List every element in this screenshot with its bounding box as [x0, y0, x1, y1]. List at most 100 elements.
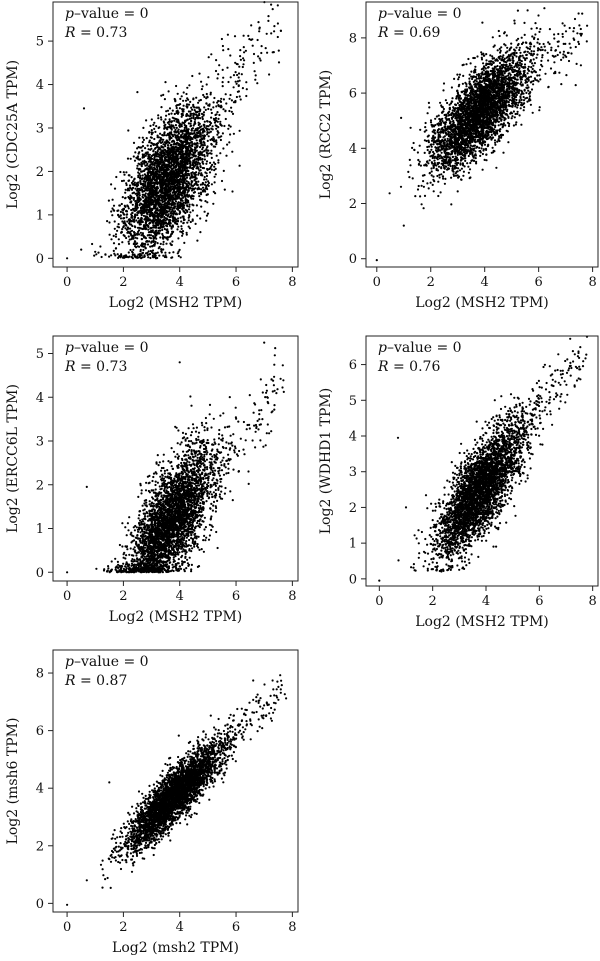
data-point [194, 182, 197, 185]
data-point [164, 123, 167, 126]
data-point [114, 235, 118, 238]
data-point [254, 74, 257, 77]
data-point [206, 201, 209, 204]
data-point [125, 210, 128, 213]
data-point [419, 195, 422, 198]
data-point [212, 101, 215, 104]
data-point [200, 143, 203, 146]
data-point [151, 249, 155, 252]
data-point [145, 187, 148, 190]
data-point [110, 254, 113, 257]
data-point [155, 207, 158, 210]
data-point [193, 191, 196, 194]
data-point [113, 227, 116, 230]
data-point [511, 115, 514, 118]
data-point [203, 175, 206, 179]
data-point [199, 217, 202, 220]
data-point [178, 212, 181, 215]
data-point [179, 202, 182, 206]
data-point [219, 138, 222, 142]
data-point [196, 239, 199, 242]
y-tick-label: 5 [36, 35, 44, 50]
data-point [276, 4, 279, 7]
data-point [239, 58, 242, 61]
data-point [196, 161, 200, 164]
data-point [175, 120, 178, 123]
data-point [515, 46, 518, 49]
data-point [173, 192, 176, 196]
data-point [196, 214, 199, 217]
data-point [132, 180, 135, 183]
data-point [175, 84, 178, 88]
data-point [143, 255, 146, 258]
data-point [151, 255, 154, 258]
data-point [139, 198, 142, 201]
data-point [215, 119, 218, 122]
data-point [277, 61, 281, 64]
data-point [200, 174, 203, 177]
data-point [177, 173, 180, 176]
data-point [188, 149, 191, 152]
data-point [122, 226, 125, 229]
data-point [148, 209, 151, 212]
data-point [175, 168, 178, 172]
data-point [169, 126, 172, 130]
data-point [234, 80, 237, 83]
data-point [181, 167, 184, 170]
data-point [172, 173, 175, 176]
data-point [174, 220, 178, 223]
data-point [175, 149, 178, 152]
data-point [203, 134, 207, 137]
data-point [157, 191, 160, 194]
data-point [515, 55, 518, 58]
data-point [137, 181, 140, 184]
data-point [260, 51, 263, 55]
data-point [170, 148, 173, 151]
data-point [169, 171, 173, 174]
data-point [164, 208, 167, 211]
data-point [189, 176, 192, 179]
data-point [204, 171, 207, 174]
data-point [82, 107, 86, 110]
data-point [195, 171, 198, 174]
data-point [183, 134, 186, 137]
data-point [180, 220, 183, 223]
data-point [178, 248, 181, 251]
data-point [172, 203, 175, 206]
data-point [168, 189, 171, 192]
data-point [173, 187, 176, 190]
data-point [194, 164, 197, 167]
data-point [231, 112, 235, 115]
data-point [176, 139, 179, 142]
data-point [157, 181, 160, 184]
data-point [213, 140, 216, 143]
data-point [161, 181, 164, 184]
data-point [215, 59, 218, 62]
data-point [119, 255, 122, 258]
data-point [186, 160, 189, 163]
data-point [168, 164, 171, 167]
data-point [186, 86, 189, 89]
data-point [489, 54, 492, 57]
data-point [168, 132, 172, 135]
data-point [145, 211, 148, 214]
data-point [167, 147, 170, 150]
data-point [235, 95, 238, 99]
data-point [149, 171, 152, 174]
data-point [187, 199, 190, 202]
data-point [175, 110, 178, 113]
data-point [189, 160, 192, 163]
data-point [222, 49, 225, 52]
data-point [151, 195, 154, 198]
data-point [150, 201, 153, 204]
data-point [215, 113, 218, 116]
data-point [490, 133, 493, 136]
data-point [203, 144, 206, 147]
data-point [264, 47, 267, 50]
data-point [220, 37, 223, 41]
data-point [180, 204, 183, 207]
data-point [267, 19, 270, 22]
data-point [174, 205, 177, 208]
data-point [501, 100, 504, 104]
